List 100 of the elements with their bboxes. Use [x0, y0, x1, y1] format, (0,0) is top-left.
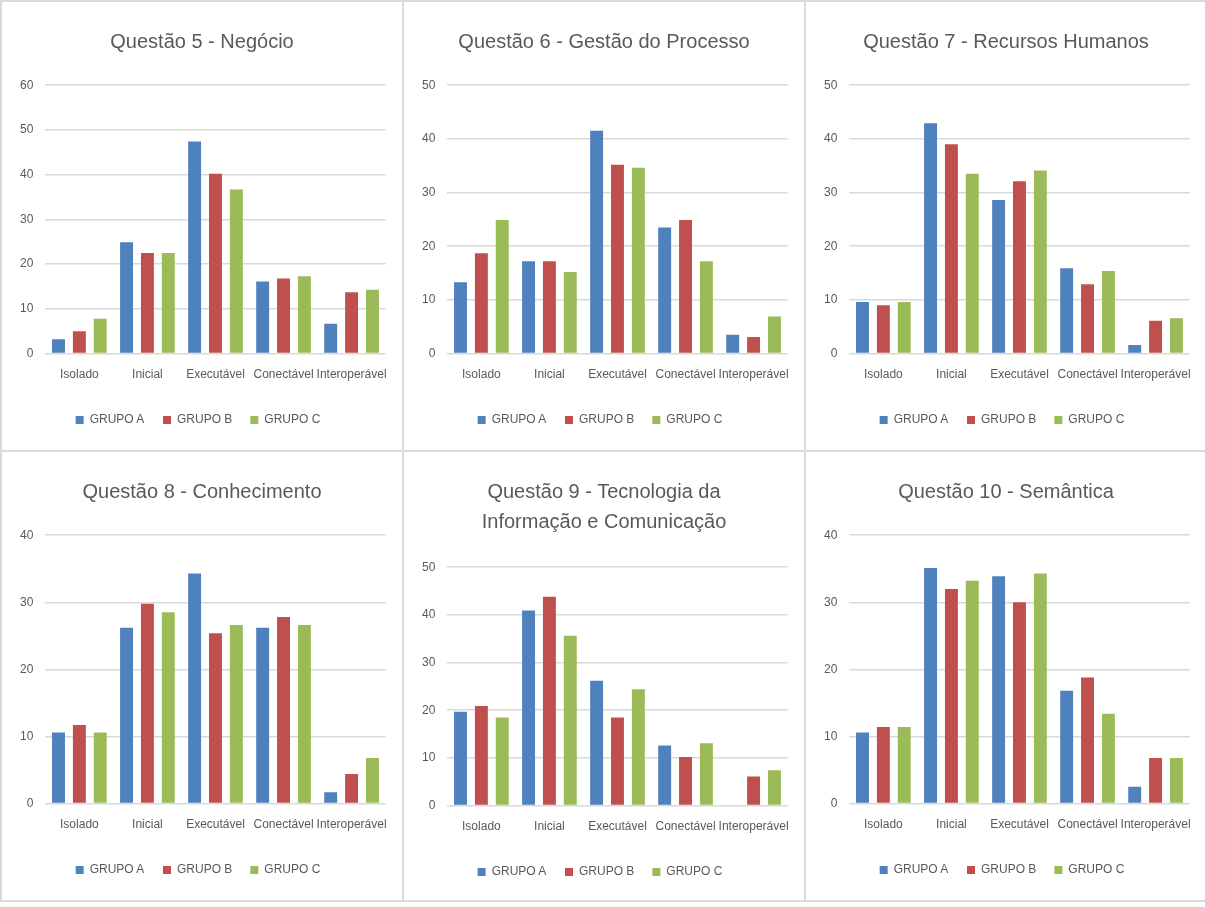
- bar: [52, 732, 65, 803]
- y-tick-label: 20: [19, 256, 34, 271]
- bar: [924, 123, 938, 353]
- y-tick-label: 30: [19, 211, 34, 226]
- bar: [1033, 170, 1047, 353]
- x-tick-label: Interoperável: [718, 367, 789, 382]
- y-tick-label: 10: [823, 728, 838, 743]
- bar: [1081, 677, 1094, 803]
- y-tick-label: 20: [421, 238, 436, 253]
- bar: [965, 173, 979, 353]
- bar: [590, 680, 604, 805]
- bar: [1013, 602, 1026, 803]
- bar: [658, 227, 672, 353]
- y-tick-label: 0: [830, 345, 838, 360]
- x-tick-label: Executável: [588, 367, 647, 382]
- y-tick-label: 40: [823, 131, 838, 146]
- bar: [277, 278, 290, 353]
- y-tick-label: 10: [823, 292, 838, 307]
- chart-title: Questão 8 - Conhecimento: [81, 479, 323, 504]
- x-tick-label: Isolado: [864, 367, 904, 382]
- chart-title: Questão 9 - Tecnologia da Informação e Comunicação: [480, 479, 728, 534]
- x-tick-label: Isolado: [60, 367, 100, 382]
- y-tick-label: 40: [19, 527, 34, 542]
- y-tick-label: 40: [421, 131, 436, 146]
- bar: [992, 200, 1006, 353]
- legend-label: GRUPO B: [981, 412, 1037, 427]
- bar: [495, 219, 509, 353]
- bar: [365, 289, 379, 353]
- y-tick-label: 50: [421, 559, 436, 574]
- bar: [699, 261, 713, 353]
- x-tick-label: Inicial: [534, 367, 565, 382]
- x-tick-label: Inicial: [936, 817, 967, 832]
- bar: [1033, 573, 1047, 803]
- bar: [522, 610, 536, 805]
- bar: [1149, 320, 1163, 353]
- bar: [52, 339, 65, 353]
- bar: [965, 580, 979, 803]
- bar: [365, 757, 379, 803]
- bar: [229, 625, 243, 803]
- bar: [944, 144, 958, 353]
- x-tick-label: Executável: [588, 819, 647, 834]
- bar: [631, 689, 645, 805]
- x-tick-label: Isolado: [462, 819, 502, 834]
- x-tick-label: Executável: [990, 367, 1049, 382]
- bar: [631, 167, 645, 353]
- chart-title: Questão 7 - Recursos Humanos: [862, 29, 1150, 54]
- y-tick-label: 0: [428, 345, 436, 360]
- bar: [495, 717, 509, 805]
- legend-label: GRUPO A: [491, 864, 547, 879]
- bar: [140, 603, 154, 803]
- bar: [944, 588, 958, 803]
- bar: [345, 774, 359, 803]
- bar: [1060, 268, 1074, 353]
- bar: [1013, 181, 1026, 353]
- y-tick-label: 10: [19, 301, 34, 316]
- bar: [590, 130, 604, 353]
- legend-label: GRUPO C: [264, 862, 321, 877]
- y-tick-label: 20: [19, 661, 34, 676]
- bar: [256, 627, 270, 803]
- y-tick-label: 30: [823, 184, 838, 199]
- bar: [897, 302, 911, 353]
- legend-label: GRUPO C: [264, 412, 321, 427]
- legend-label: GRUPO C: [1068, 412, 1125, 427]
- x-tick-label: Isolado: [462, 367, 502, 382]
- y-tick-label: 20: [421, 702, 436, 717]
- bar: [747, 776, 761, 805]
- x-tick-label: Interoperável: [1120, 817, 1191, 832]
- legend-label: GRUPO C: [666, 412, 723, 427]
- bar: [324, 792, 338, 803]
- y-tick-label: 50: [421, 77, 436, 92]
- bar: [679, 756, 692, 805]
- x-tick-label: Interoperável: [316, 817, 387, 832]
- legend-label: GRUPO C: [666, 864, 723, 879]
- x-tick-label: Conectável: [1057, 817, 1118, 832]
- y-tick-label: 30: [421, 654, 436, 669]
- bar: [140, 252, 154, 353]
- bar: [72, 725, 86, 803]
- bar: [542, 261, 556, 353]
- x-tick-label: Inicial: [132, 817, 163, 832]
- legend-label: GRUPO B: [579, 412, 635, 427]
- bar: [1169, 757, 1183, 803]
- x-tick-label: Inicial: [132, 367, 163, 382]
- x-tick-label: Conectável: [655, 819, 716, 834]
- legend-label: GRUPO A: [893, 412, 949, 427]
- x-tick-label: Interoperável: [316, 367, 387, 382]
- bar: [992, 576, 1006, 803]
- bar: [93, 318, 107, 353]
- bar: [474, 705, 488, 805]
- bar: [1101, 270, 1115, 353]
- bar: [1101, 713, 1115, 803]
- bar: [1081, 284, 1094, 353]
- legend-label: GRUPO A: [491, 412, 547, 427]
- y-tick-label: 0: [26, 795, 34, 810]
- bar: [658, 745, 672, 805]
- chart-title: Questão 5 - Negócio: [109, 29, 295, 54]
- x-tick-label: Interoperável: [718, 819, 789, 834]
- bar: [611, 164, 624, 353]
- legend-label: GRUPO B: [579, 864, 635, 879]
- bar: [611, 717, 624, 805]
- bar: [1169, 318, 1183, 353]
